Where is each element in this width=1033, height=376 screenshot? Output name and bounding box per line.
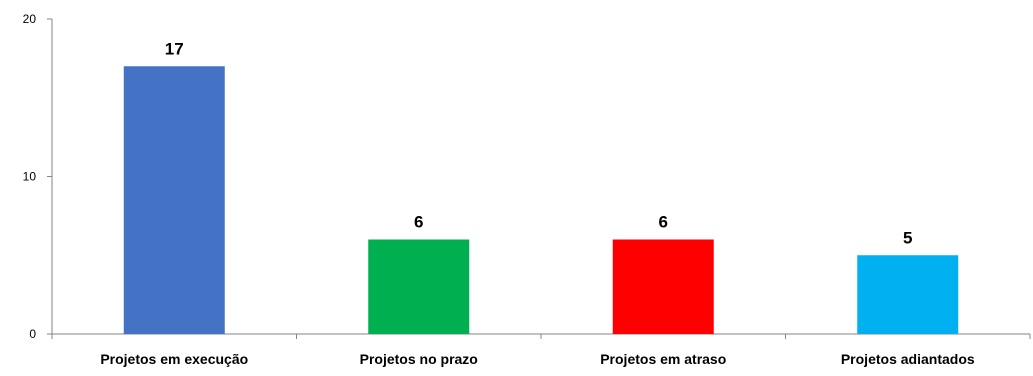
labels-layer: 17 Projetos em execução 6 Projetos no prazo… [100,39,975,367]
data-label-3: 6 [659,213,668,232]
bar-4 [857,255,959,334]
bar-1 [123,66,225,334]
data-label-4: 5 [903,228,912,247]
category-label-1: Projetos em execução [100,351,248,367]
y-tick-label: 10 [23,170,37,184]
category-label-3: Projetos em atraso [600,351,726,367]
y-tick-label: 20 [23,12,37,26]
bar-2 [368,239,470,334]
category-label-4: Projetos adiantados [841,351,975,367]
data-label-1: 17 [165,39,184,58]
y-tick-label: 0 [29,327,36,341]
data-label-2: 6 [414,213,423,232]
bars-layer [123,66,959,334]
category-label-2: Projetos no prazo [360,351,478,367]
bar-3 [612,239,714,334]
